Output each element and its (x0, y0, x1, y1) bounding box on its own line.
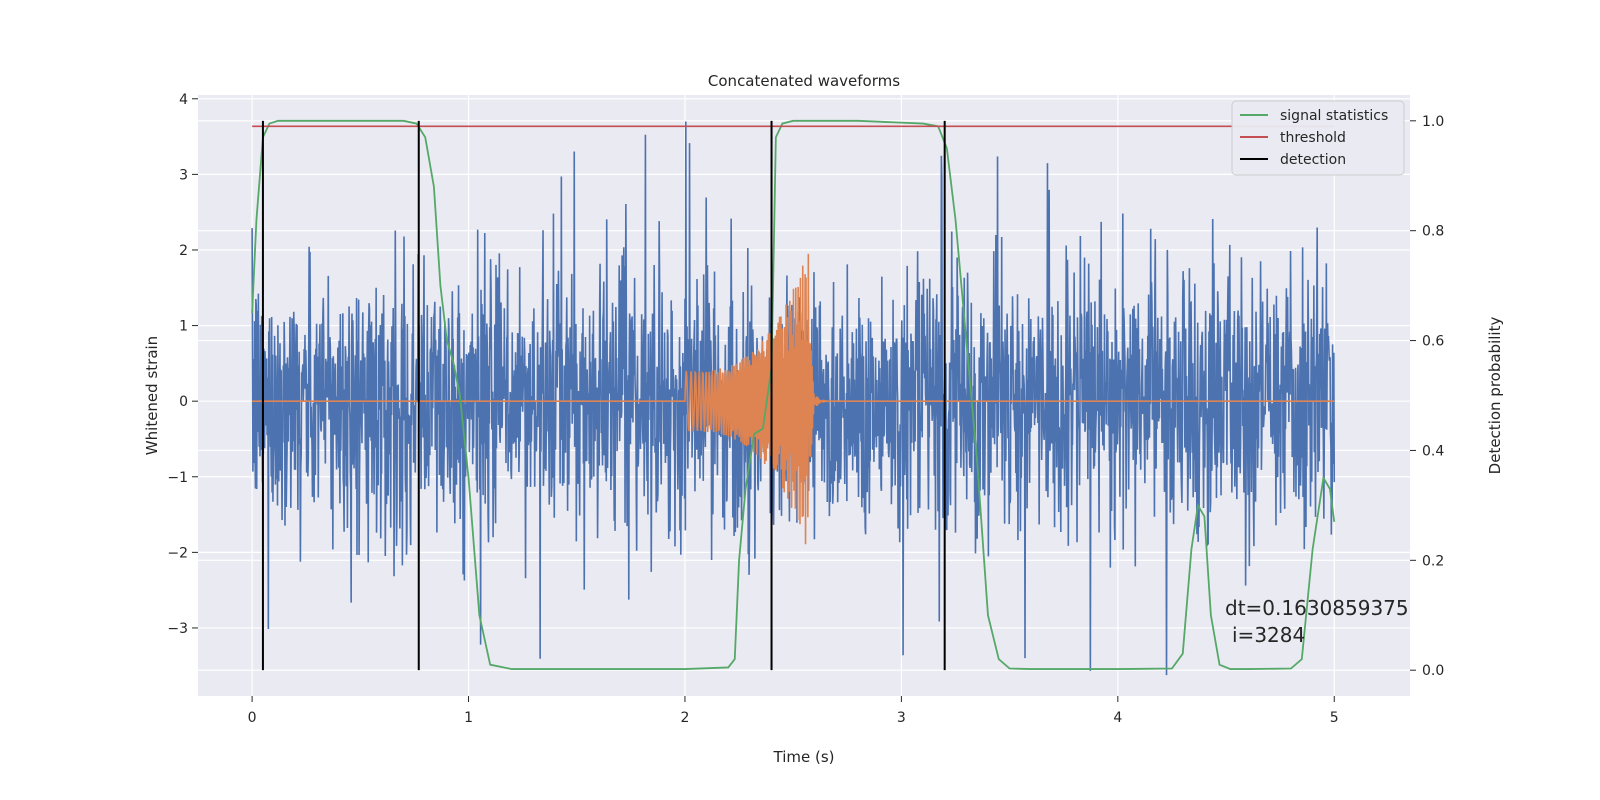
x-tick-label-4: 4 (1113, 710, 1122, 726)
chart-title: Concatenated waveforms (708, 72, 900, 90)
legend-box (1231, 100, 1405, 176)
legend-label-2: detection (1280, 152, 1346, 168)
y-tick-label-5: 2 (179, 243, 188, 259)
x-tick-label-3: 3 (897, 710, 906, 726)
y-tick-label-4: 1 (179, 319, 188, 335)
x-axis-label: Time (s) (773, 748, 835, 766)
y2-tick-label-1: 0.2 (1422, 553, 1444, 569)
x-tick-label-0: 0 (248, 710, 257, 726)
y2-tick-label-2: 0.4 (1422, 443, 1444, 459)
y2-tick-label-0: 0.0 (1422, 663, 1444, 679)
y-tick-label-2: −1 (167, 470, 188, 486)
signal-statistics-line (251, 119, 1336, 670)
y2-tick-label-4: 0.8 (1422, 224, 1444, 240)
legend-label-0: signal statistics (1280, 108, 1388, 124)
y2-tick-label-5: 1.0 (1422, 114, 1444, 130)
legend: signal statistics threshold detection (1231, 100, 1405, 176)
plot-area (251, 119, 1336, 676)
x-tick-label-2: 2 (681, 710, 690, 726)
injected-signal-series (252, 253, 1335, 545)
y-tick-label-6: 3 (179, 167, 188, 183)
y-tick-label-0: −3 (167, 621, 188, 637)
y-tick-label-3: 0 (179, 394, 188, 410)
y-tick-label-1: −2 (167, 545, 188, 561)
y2-axis-label: Detection probability (1486, 317, 1504, 475)
y-axis-label: Whitened strain (143, 336, 161, 455)
ticks: 0 1 2 3 4 5 −3 −2 −1 0 1 2 3 4 0.0 0.2 0.4 0.6 0.8 1.0 (167, 92, 1444, 726)
x-tick-label-1: 1 (464, 710, 473, 726)
annotation-dt: dt=0.1630859375 (1225, 596, 1409, 620)
y2-tick-label-3: 0.6 (1422, 334, 1444, 350)
y-tick-label-7: 4 (179, 92, 188, 108)
legend-label-1: threshold (1280, 130, 1346, 146)
annotation-i: i=3284 (1232, 623, 1305, 647)
x-tick-label-5: 5 (1330, 710, 1339, 726)
